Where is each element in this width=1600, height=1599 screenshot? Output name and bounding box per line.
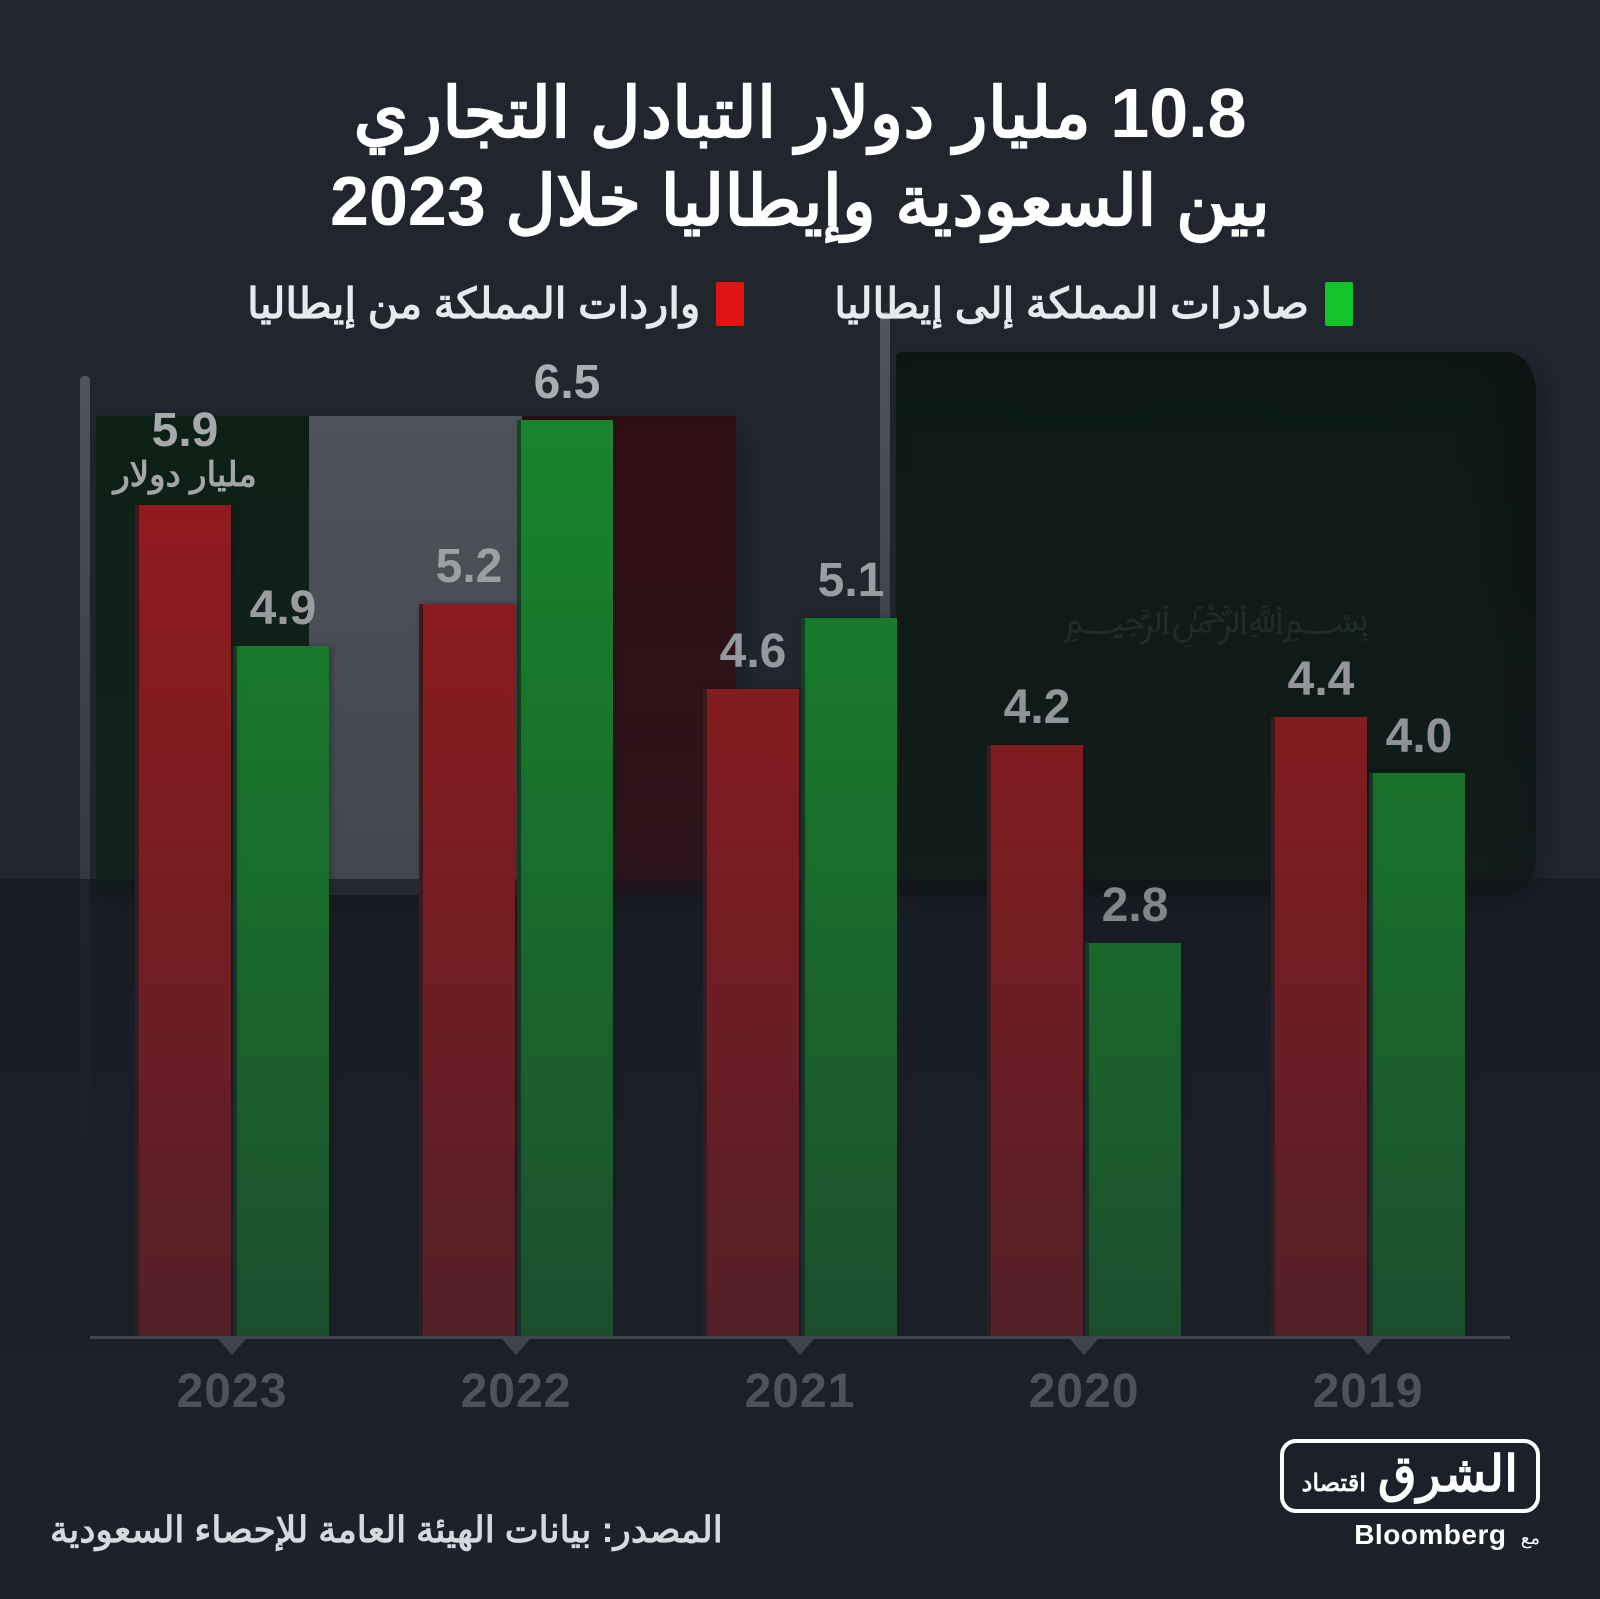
legend-item-exports: صادرات المملكة إلى إيطاليا [834,279,1353,328]
legend-item-imports: واردات المملكة من إيطاليا [247,279,744,328]
content-area: 10.8 مليار دولار التبادل التجاري بين الس… [0,0,1600,1599]
brand-partner: Bloomberg [1354,1519,1506,1550]
brand-main: الشرق [1378,1449,1518,1499]
legend: واردات المملكة من إيطاليا صادرات المملكة… [90,279,1510,328]
infographic-canvas: ﷽ 10.8 مليار دولار التبادل التجاري بين ا… [0,0,1600,1599]
footer: الشرق اقتصاد Bloomberg مع المصدر: بيانات… [50,1439,1540,1551]
page-title: 10.8 مليار دولار التبادل التجاري بين الس… [90,70,1510,245]
title-line-2: بين السعودية وإيطاليا خلال 2023 [330,162,1270,240]
legend-swatch-exports [1325,282,1353,326]
brand-partner-prefix: مع [1521,1528,1540,1548]
legend-label-exports: صادرات المملكة إلى إيطاليا [834,279,1309,328]
legend-swatch-imports [716,282,744,326]
title-line-1: 10.8 مليار دولار التبادل التجاري [353,74,1246,152]
brand-logo: الشرق اقتصاد Bloomberg مع [1280,1439,1540,1551]
brand-sub: اقتصاد [1302,1469,1366,1498]
legend-label-imports: واردات المملكة من إيطاليا [247,279,700,328]
source-text: المصدر: بيانات الهيئة العامة للإحصاء الس… [50,1509,723,1551]
